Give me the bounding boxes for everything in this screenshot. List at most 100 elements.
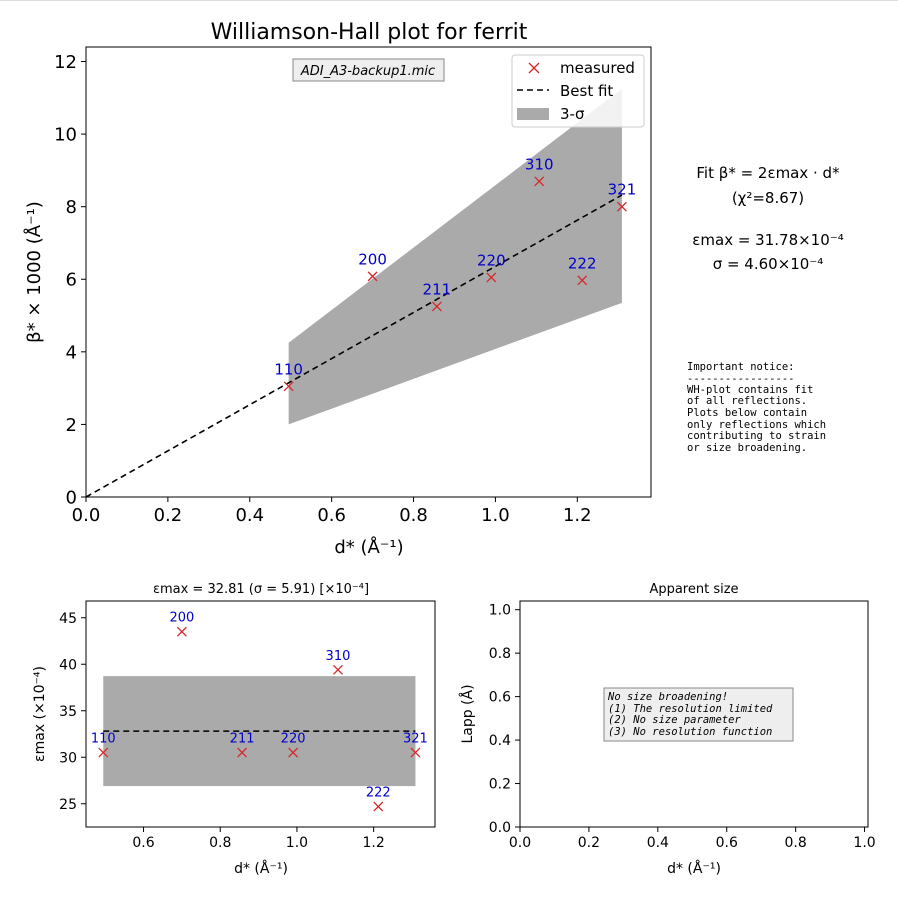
wh-point-label: 222 xyxy=(568,254,597,272)
size-plot: Apparent size 0.0 0.2 0.4 0.6 0.8 1.0 0.0 0.2 0.… xyxy=(459,582,876,877)
size-plot-title: Apparent size xyxy=(649,582,738,597)
strain-point-label: 220 xyxy=(281,732,306,747)
wh-xtick-label: 0.4 xyxy=(235,505,264,526)
wh-marker-321 xyxy=(616,201,627,212)
wh-plot-title: Williamson-Hall plot for ferrit xyxy=(211,20,528,45)
wh-xlabel: d* (Å⁻¹) xyxy=(334,536,403,558)
eps-max-value: εmax = 31.78×10⁻⁴ xyxy=(692,231,843,249)
wh-ytick-label: 8 xyxy=(66,197,77,218)
size-notice-line: (2) No size parameter xyxy=(608,714,741,726)
size-xtick-label: 0.8 xyxy=(785,835,807,851)
size-notice-line: (1) The resolution limited xyxy=(608,703,773,715)
wh-3-sigma-band xyxy=(288,88,622,425)
legend-measured: measured xyxy=(560,59,635,77)
notice-line: Plots below contain xyxy=(687,407,807,419)
strain-point-label: 222 xyxy=(366,786,391,801)
wh-plot: Williamson-Hall plot for ferrit 11020021… xyxy=(23,20,652,558)
strain-marker-222 xyxy=(373,801,384,812)
wh-ytick-label: 0 xyxy=(66,487,77,508)
notice-line: ----------------- xyxy=(687,373,794,385)
strain-xtick-label: 1.0 xyxy=(286,835,308,851)
strain-xtick-label: 0.8 xyxy=(209,835,231,851)
strain-ylabel: εmax (×10⁻⁴) xyxy=(32,666,48,762)
wh-point-label: 220 xyxy=(477,251,506,269)
wh-plot-frame xyxy=(85,46,652,498)
strain-marker-211 xyxy=(237,747,248,758)
size-ytick-label: 0.0 xyxy=(489,820,511,836)
strain-marker-220 xyxy=(288,747,299,758)
wh-ytick-label: 2 xyxy=(66,415,77,436)
wh-point-label: 110 xyxy=(274,360,303,378)
size-xtick-label: 0.4 xyxy=(647,835,669,851)
strain-ytick-label: 45 xyxy=(59,611,77,627)
strain-ytick-label: 35 xyxy=(59,704,77,720)
wh-xtick-label: 0.8 xyxy=(399,505,428,526)
strain-ytick-label: 25 xyxy=(59,797,77,813)
size-ytick-label: 0.4 xyxy=(489,733,511,749)
size-xtick-label: 0.6 xyxy=(716,835,738,851)
size-xtick-label: 1.0 xyxy=(853,835,875,851)
wh-marker-211 xyxy=(431,301,442,312)
wh-xtick-label: 0.6 xyxy=(317,505,346,526)
strain-ytick-label: 30 xyxy=(59,750,77,766)
fit-formula: Fit β* = 2εmax · d* xyxy=(696,164,840,182)
file-label-box xyxy=(292,58,445,82)
legend-best-fit: Best fit xyxy=(560,82,613,100)
wh-point-label: 211 xyxy=(423,280,452,298)
file-label: ADI_A3-backup1.mic xyxy=(300,64,435,79)
size-xtick-label: 0.0 xyxy=(509,835,531,851)
wh-point-label: 310 xyxy=(525,155,554,173)
strain-marker-200 xyxy=(176,626,187,637)
notice-line: contributing to strain xyxy=(687,430,826,442)
size-ylabel: Lapp (Å) xyxy=(459,684,476,743)
size-xtick-label: 0.2 xyxy=(578,835,600,851)
legend-3-sigma: 3-σ xyxy=(560,105,585,123)
strain-marker-110 xyxy=(98,747,109,758)
wh-marker-220 xyxy=(486,272,497,283)
size-ytick-label: 1.0 xyxy=(489,603,511,619)
notice-line: or size broadening. xyxy=(687,442,807,454)
strain-plot: εmax = 32.81 (σ = 5.91) [×10⁻⁴] 110 200 21… xyxy=(32,582,436,877)
wh-marker-200 xyxy=(367,271,378,282)
strain-ytick-label: 40 xyxy=(59,657,77,673)
strain-point-label: 110 xyxy=(91,732,116,747)
size-notice-line: No size broadening! xyxy=(607,691,728,703)
size-xlabel: d* (Å⁻¹) xyxy=(667,860,721,877)
notice-line: Important notice: xyxy=(687,361,794,373)
strain-point-label: 200 xyxy=(169,611,194,626)
strain-plot-frame xyxy=(85,600,436,828)
strain-xtick-label: 1.2 xyxy=(363,835,385,851)
wh-ytick-label: 6 xyxy=(66,270,77,291)
important-notice: Important notice: ----------------- WH-p… xyxy=(687,361,826,454)
chi-squared: (χ²=8.67) xyxy=(732,189,804,207)
wh-ytick-label: 12 xyxy=(54,52,77,73)
strain-plot-title: εmax = 32.81 (σ = 5.91) [×10⁻⁴] xyxy=(153,582,369,597)
size-ytick-label: 0.8 xyxy=(489,646,511,662)
wh-xtick-label: 0.0 xyxy=(72,505,101,526)
wh-point-label: 321 xyxy=(608,181,637,199)
best-fit-line xyxy=(85,194,623,498)
wh-xtick-label: 0.2 xyxy=(154,505,183,526)
strain-marker-321 xyxy=(410,747,421,758)
size-notice-box xyxy=(603,687,794,742)
size-ytick-label: 0.6 xyxy=(489,690,511,706)
legend-marker-measured-icon xyxy=(528,62,540,74)
wh-legend: measured Best fit 3-σ xyxy=(511,54,645,128)
sigma-value: σ = 4.60×10⁻⁴ xyxy=(713,255,824,273)
strain-xtick-label: 0.6 xyxy=(132,835,154,851)
wh-ylabel: β* × 1000 (Å⁻¹) xyxy=(23,201,45,343)
notice-line: WH-plot contains fit xyxy=(687,384,813,396)
wh-ytick-label: 10 xyxy=(54,125,77,146)
fit-summary: Fit β* = 2εmax · d* (χ²=8.67) εmax = 31.… xyxy=(687,164,844,454)
wh-xtick-label: 1.2 xyxy=(563,505,592,526)
strain-xlabel: d* (Å⁻¹) xyxy=(234,860,288,877)
wh-xtick-label: 1.0 xyxy=(481,505,510,526)
strain-point-label: 211 xyxy=(230,732,255,747)
legend-band-icon xyxy=(517,108,549,120)
wh-point-label: 200 xyxy=(358,250,387,268)
strain-point-label: 321 xyxy=(403,732,428,747)
wh-ytick-label: 4 xyxy=(66,342,77,363)
strain-point-label: 310 xyxy=(326,649,351,664)
size-ytick-label: 0.2 xyxy=(489,777,511,793)
